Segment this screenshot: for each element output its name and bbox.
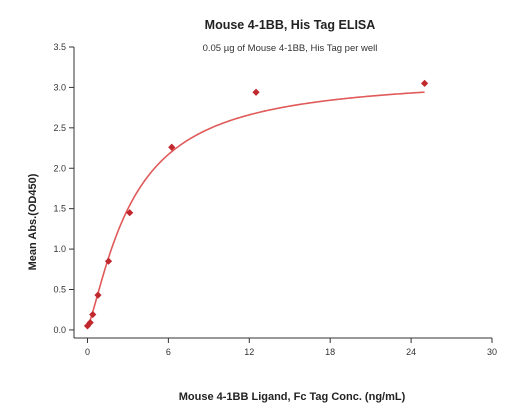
data-point xyxy=(420,79,429,87)
y-tick-label: 2.5 xyxy=(53,123,66,133)
x-tick-label: 30 xyxy=(487,347,497,357)
y-tick-label: 2.0 xyxy=(53,163,66,173)
x-tick-label: 18 xyxy=(325,347,335,357)
data-point xyxy=(168,143,176,151)
data-point xyxy=(104,257,113,265)
chart-subtitle: 0.05 µg of Mouse 4-1BB, His Tag per well xyxy=(203,43,378,54)
data-point xyxy=(86,319,94,327)
x-tick-label: 12 xyxy=(244,347,254,357)
y-tick-label: 0.5 xyxy=(53,285,66,295)
data-point xyxy=(252,88,260,96)
data-point xyxy=(126,209,134,217)
y-tick-label: 1.0 xyxy=(53,244,66,254)
data-point xyxy=(89,310,97,319)
y-tick-label: 3.5 xyxy=(53,42,66,52)
x-tick-label: 6 xyxy=(166,347,171,357)
x-tick-label: 0 xyxy=(85,347,90,357)
chart-title: Mouse 4-1BB, His Tag ELISA xyxy=(205,18,376,32)
y-tick-label: 1.5 xyxy=(53,204,66,214)
x-axis-label: Mouse 4-1BB Ligand, Fc Tag Conc. (ng/mL) xyxy=(179,391,406,403)
plot-area: 0.0 0.5 1.0 1.5 2.0 2.5 3.0 3.5 0 6 12 18 24 30 xyxy=(53,42,497,357)
y-tick-label: 0.0 xyxy=(53,325,66,335)
x-tick-label: 24 xyxy=(406,347,416,357)
data-point xyxy=(94,291,102,299)
fit-curve xyxy=(86,91,425,328)
y-tick-label: 3.0 xyxy=(53,82,66,92)
y-axis-label: Mean Abs.(OD450) xyxy=(27,173,39,270)
